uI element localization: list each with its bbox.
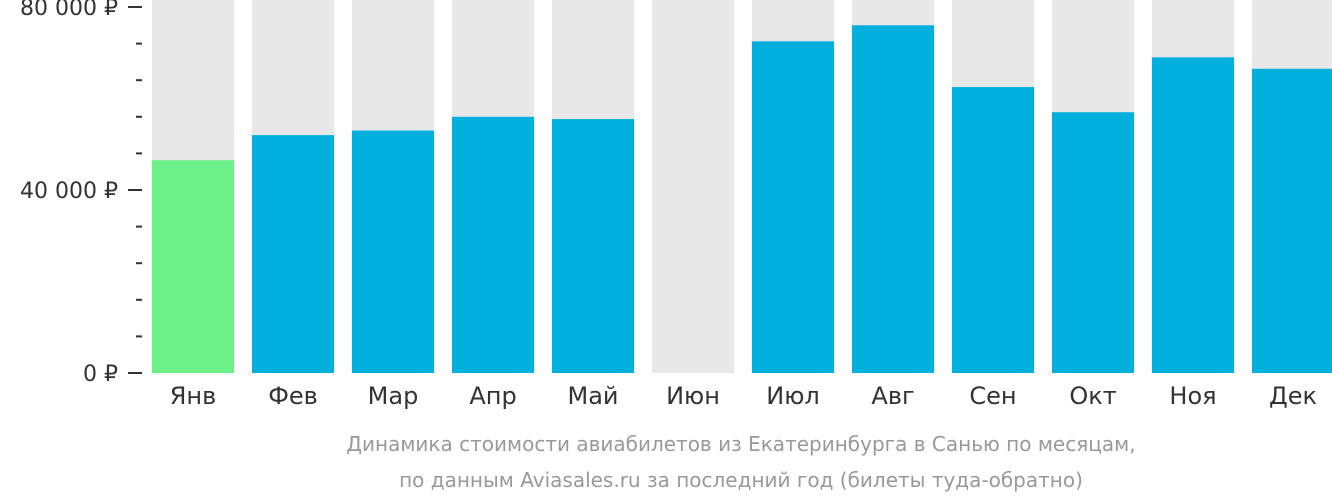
bar-9 [952,87,1034,373]
bar-5 [552,119,634,374]
x-tick-label: Июл [766,382,820,410]
bar-7 [752,41,834,373]
bar-4 [452,116,534,374]
bar-2 [252,135,334,373]
x-tick-label: Янв [170,382,217,410]
x-tick-label: Июн [666,382,720,410]
x-tick-label: Фев [268,382,318,410]
y-tick-label: 40 000 ₽ [20,179,118,204]
bar-8 [852,25,934,374]
bar-11 [1152,57,1234,373]
y-tick-label: 0 ₽ [83,362,118,387]
bar-background [652,0,734,373]
x-tick-label: Сен [969,382,1016,410]
chart-caption-line-2: по данным Aviasales.ru за последний год … [399,468,1083,492]
chart-caption-line-1: Динамика стоимости авиабилетов из Екатер… [346,432,1136,456]
x-tick-label: Ноя [1169,382,1216,410]
x-tick-label: Мар [368,382,419,410]
bar-1 [152,160,234,373]
bar-12 [1252,68,1332,373]
x-tick-label: Авг [871,382,914,410]
bar-3 [352,130,434,373]
x-tick-label: Дек [1269,382,1317,410]
x-tick-label: Апр [469,382,516,410]
x-tick-label: Окт [1069,382,1116,410]
y-tick-label: 80 000 ₽ [20,0,118,21]
x-tick-label: Май [567,382,618,410]
bar-10 [1052,112,1134,373]
price-bar-chart: 0 ₽ 40 000 ₽ 80 000 ₽ Янв Фев Мар Апр Май Июн Июл… [20,0,1332,410]
